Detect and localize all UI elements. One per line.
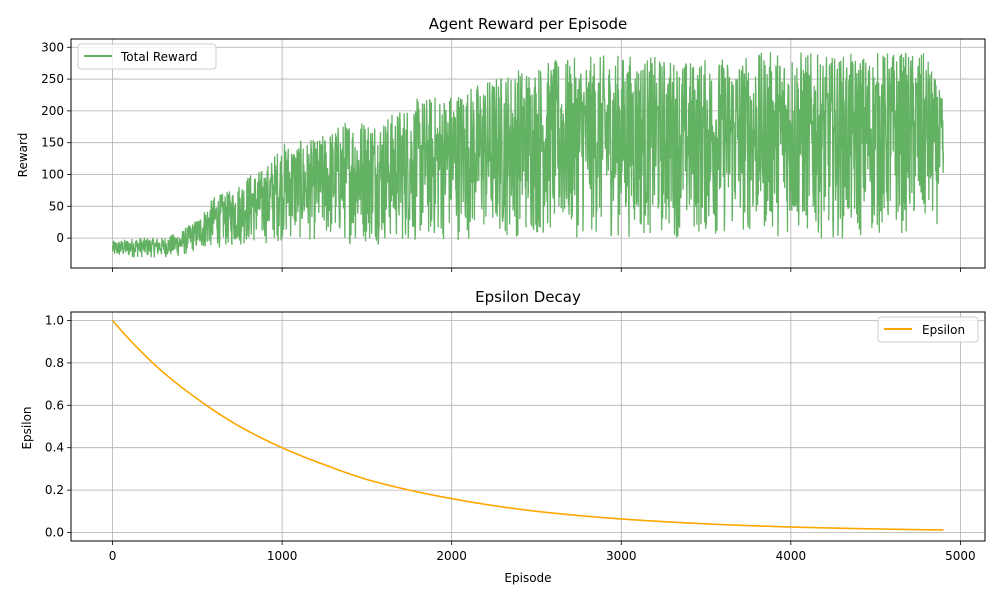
reward-y-tick-label: 200 (41, 104, 64, 118)
epsilon-y-tick-label: 0.2 (45, 483, 64, 497)
epsilon-y-tick-label: 0.0 (45, 526, 64, 540)
reward-chart-title: Agent Reward per Episode (429, 15, 627, 33)
epsilon-y-tick-label: 0.4 (45, 441, 64, 455)
epsilon-x-tick-label: 4000 (776, 549, 807, 563)
reward-legend-box (77, 43, 217, 70)
epsilon-y-tick-label: 0.8 (45, 356, 64, 370)
reward-y-tick-label: 100 (41, 167, 64, 181)
reward-y-tick-label: 0 (56, 231, 64, 245)
reward-series-layer (111, 51, 945, 258)
epsilon-x-tick-label: 3000 (606, 549, 637, 563)
reward-y-tick-label: 250 (41, 72, 64, 86)
reward-y-tick-label: 300 (41, 40, 64, 54)
reward-y-tick-labels: 0 50 100 150 200 250 300 (41, 40, 71, 245)
epsilon-x-axis-label: Episode (504, 571, 551, 585)
epsilon-x-tick-label: 0 (109, 549, 117, 563)
reward-legend-label: Total Reward (120, 50, 198, 64)
epsilon-x-ticks: 0 1000 2000 3000 4000 5000 (109, 541, 976, 563)
epsilon-chart-title: Epsilon Decay (475, 288, 581, 306)
reward-axes-frame (70, 38, 986, 269)
epsilon-axes-frame (70, 311, 986, 542)
epsilon-x-tick-label: 5000 (945, 549, 976, 563)
epsilon-series-line (111, 319, 944, 531)
epsilon-y-tick-labels: 0.0 0.2 0.4 0.6 0.8 1.0 (45, 313, 71, 540)
reward-legend: Total Reward (77, 43, 217, 70)
epsilon-series-layer (111, 319, 944, 531)
reward-subplot: Agent Reward per Episode Reward 0 50 100 15… (16, 15, 986, 272)
reward-y-tick-label: 150 (41, 136, 64, 150)
epsilon-y-tick-label: 0.6 (45, 398, 64, 412)
reward-series-line (111, 51, 945, 258)
epsilon-x-tick-label: 2000 (436, 549, 467, 563)
epsilon-subplot: Epsilon Decay Epsilon Episode 0.00.20.40… (20, 288, 986, 585)
epsilon-grid (71, 312, 985, 541)
reward-y-axis-label: Reward (16, 133, 30, 178)
reward-y-tick-label: 50 (49, 199, 64, 213)
epsilon-x-tick-label: 1000 (267, 549, 298, 563)
epsilon-legend-label: Epsilon (922, 323, 965, 337)
epsilon-y-tick-label: 1.0 (45, 313, 64, 327)
epsilon-legend-box (877, 316, 979, 343)
epsilon-y-axis-label: Epsilon (20, 406, 34, 449)
reward-x-ticks (112, 268, 961, 272)
epsilon-legend: Epsilon (877, 316, 979, 343)
